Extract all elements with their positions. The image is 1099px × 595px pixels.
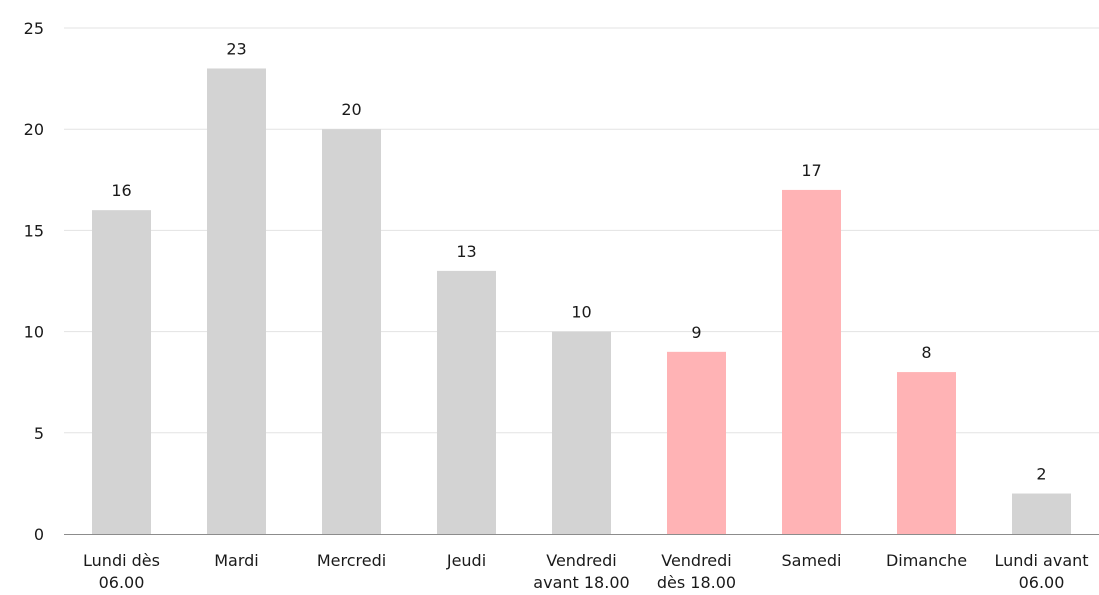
y-tick-label: 10 xyxy=(24,323,44,342)
bar xyxy=(552,331,611,534)
bar xyxy=(897,372,956,534)
data-label: 2 xyxy=(1036,465,1046,484)
data-label: 16 xyxy=(111,181,131,200)
x-tick-label: Jeudi xyxy=(446,551,486,570)
bar xyxy=(437,270,496,534)
bar xyxy=(667,351,726,534)
y-tick-label: 5 xyxy=(34,424,44,443)
x-tick-label: Vendredi dès 18.00 xyxy=(657,551,736,592)
y-tick-label: 0 xyxy=(34,525,44,544)
bar xyxy=(782,189,841,535)
data-label: 8 xyxy=(921,343,931,362)
bar xyxy=(1012,493,1071,534)
data-label: 20 xyxy=(341,100,361,119)
data-label: 23 xyxy=(226,39,246,58)
bar xyxy=(207,68,266,534)
x-axis-ticks: Lundi dès 06.00 Mardi Mercredi Jeudi Vendredi… xyxy=(83,551,1089,592)
bar xyxy=(322,129,381,534)
y-tick-label: 25 xyxy=(24,19,44,38)
data-label: 10 xyxy=(571,303,591,322)
x-tick-label: Samedi xyxy=(782,551,842,570)
bar xyxy=(92,210,151,534)
y-tick-label: 20 xyxy=(24,120,44,139)
data-labels-layer: 16 23 20 13 10 9 17 8 2 xyxy=(111,39,1046,483)
data-label: 17 xyxy=(801,161,821,180)
x-tick-label: Mercredi xyxy=(317,551,386,570)
data-label: 13 xyxy=(456,242,476,261)
data-label: 9 xyxy=(691,323,701,342)
y-tick-label: 15 xyxy=(24,221,44,240)
bars-layer xyxy=(92,68,1071,535)
x-tick-label: Lundi dès 06.00 xyxy=(83,551,160,592)
x-tick-label: Mardi xyxy=(214,551,259,570)
x-tick-label: Lundi avant 06.00 xyxy=(994,551,1088,592)
y-axis-ticks: 0 5 10 15 20 25 xyxy=(24,19,44,544)
x-tick-label: Dimanche xyxy=(886,551,967,570)
x-tick-label: Vendredi avant 18.00 xyxy=(533,551,629,592)
